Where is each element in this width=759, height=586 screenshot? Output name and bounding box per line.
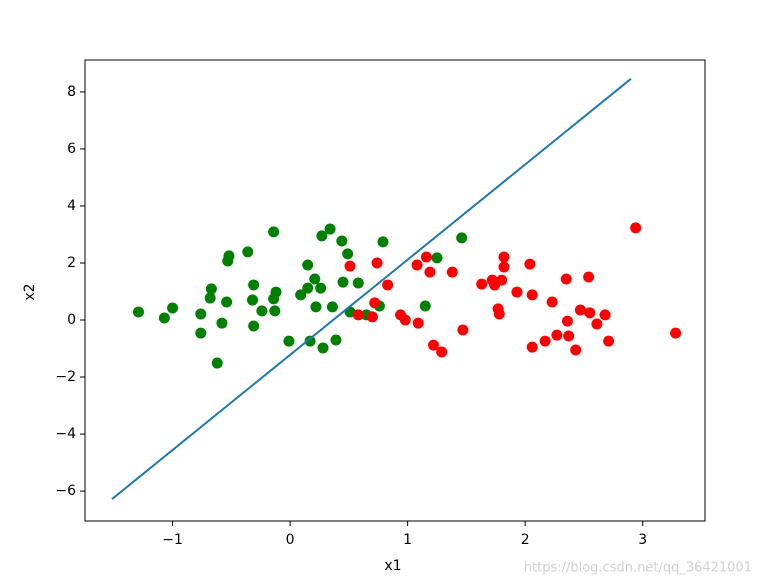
scatter-point (302, 282, 314, 294)
scatter-point (342, 248, 354, 260)
scatter-point (304, 335, 316, 347)
scatter-point (570, 344, 582, 356)
scatter-point (302, 259, 314, 271)
scatter-point (599, 309, 611, 321)
x-tick-label: 0 (286, 532, 295, 548)
scatter-point (256, 305, 268, 317)
scatter-point (324, 223, 336, 235)
plot-frame (84, 59, 706, 522)
scatter-point (630, 222, 642, 234)
scatter-point (436, 346, 448, 358)
y-tick-label: −2 (55, 369, 76, 385)
scatter-point (366, 311, 378, 323)
scatter-point (583, 271, 595, 283)
scatter-point (221, 296, 233, 308)
scatter-point (330, 334, 342, 346)
x-tick-label: 1 (403, 532, 412, 548)
y-tick-label: 6 (67, 141, 76, 157)
scatter-point (546, 296, 558, 308)
scatter-point (526, 289, 538, 301)
scatter-point (493, 308, 505, 320)
scatter-point (216, 317, 228, 329)
x-tick-label: −1 (162, 532, 183, 548)
scatter-point (498, 261, 510, 273)
scatter-point (420, 251, 432, 263)
scatter-point (476, 278, 488, 290)
x-axis-label: x1 (384, 558, 401, 574)
scatter-point (352, 277, 364, 289)
scatter-point (269, 305, 281, 317)
watermark: https://blog.csdn.net/qq_36421001 (524, 561, 752, 576)
scatter-point (248, 279, 260, 291)
scatter-point (352, 309, 364, 321)
scatter-point (411, 259, 423, 271)
scatter-point (603, 335, 615, 347)
scatter-point (524, 258, 536, 270)
scatter-point (446, 266, 458, 278)
scatter-point (310, 301, 322, 313)
scatter-point (167, 302, 179, 314)
scatter-point (551, 329, 563, 341)
scatter-point (539, 335, 551, 347)
scatter-point (427, 339, 439, 351)
scatter-point (526, 341, 538, 353)
scatter-point (268, 226, 280, 238)
scatter-point (316, 230, 328, 242)
scatter-point (222, 255, 234, 267)
scatter-point (456, 232, 468, 244)
scatter-point (377, 236, 389, 248)
x-tick-label: 2 (521, 532, 530, 548)
y-tick-label: 0 (67, 312, 76, 328)
scatter-point (511, 286, 523, 298)
scatter-point (496, 274, 508, 286)
scatter-point (211, 357, 223, 369)
scatter-point (498, 251, 510, 263)
scatter-point (382, 279, 394, 291)
y-tick-label: 8 (67, 84, 76, 100)
scatter-point (561, 315, 573, 327)
scatter-point (574, 304, 586, 316)
scatter-point (195, 327, 207, 339)
scatter-point (344, 260, 356, 272)
scatter-point (419, 300, 431, 312)
scatter-point (369, 297, 381, 309)
scatter-point (563, 330, 575, 342)
scatter-point (195, 308, 207, 320)
x-tick-label: 3 (638, 532, 647, 548)
scatter-point (309, 273, 321, 285)
y-tick-label: −6 (55, 483, 76, 499)
scatter-point (283, 335, 295, 347)
scatter-point (295, 289, 307, 301)
scatter-point (158, 312, 170, 324)
scatter-point (584, 307, 596, 319)
scatter-point (560, 273, 572, 285)
scatter-point (399, 314, 411, 326)
scatter-point (205, 283, 217, 295)
scatter-point (204, 292, 216, 304)
y-tick-label: −4 (55, 426, 76, 442)
scatter-point (670, 327, 682, 339)
scatter-point (242, 246, 254, 258)
scatter-point (246, 294, 258, 306)
scatter-point (132, 306, 144, 318)
scatter-point (371, 257, 383, 269)
scatter-point (248, 320, 260, 332)
scatter-point (317, 342, 329, 354)
scatter-point (336, 235, 348, 247)
scatter-point (591, 318, 603, 330)
scatter-point (270, 286, 282, 298)
y-tick-label: 2 (67, 255, 76, 271)
scatter-point (412, 317, 424, 329)
line (111, 78, 632, 500)
scatter-point (424, 266, 436, 278)
y-axis-label: x2 (22, 283, 38, 300)
y-tick-label: 4 (67, 198, 76, 214)
scatter-point (337, 276, 349, 288)
scatter-point (315, 282, 327, 294)
scatter-point (431, 252, 443, 264)
scatter-point (326, 301, 338, 313)
scatter-point (457, 324, 469, 336)
